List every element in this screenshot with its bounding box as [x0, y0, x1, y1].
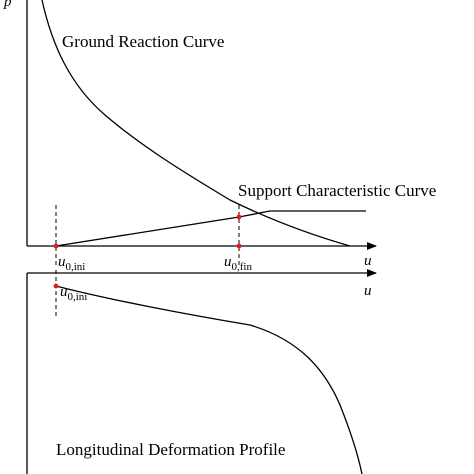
bottom-initial-displacement-point	[53, 283, 59, 289]
top-y-axis-label: p	[3, 0, 12, 10]
longitudinal-deformation-profile	[55, 285, 363, 474]
final-displacement-point	[236, 243, 242, 249]
support-characteristic-curve-label: Support Characteristic Curve	[238, 181, 436, 200]
support-characteristic-curve	[55, 210, 366, 247]
bottom-initial-displacement-label: u0,ini	[60, 284, 87, 303]
initial-displacement-label: u0,ini	[58, 254, 85, 273]
top-panel: p u Ground Reaction Curve Support Charac…	[3, 0, 436, 273]
bottom-panel: u u0,ini Longitudinal Deformation Profil…	[26, 269, 377, 474]
equilibrium-point	[236, 214, 242, 220]
longitudinal-deformation-profile-label: Longitudinal Deformation Profile	[56, 440, 285, 459]
top-x-axis-label: u	[364, 253, 372, 269]
ground-reaction-curve	[41, 0, 351, 247]
initial-displacement-point	[53, 243, 59, 249]
final-displacement-label: u0,fin	[224, 254, 252, 273]
bottom-x-axis-label: u	[364, 283, 372, 299]
ground-reaction-curve-label: Ground Reaction Curve	[62, 32, 224, 51]
